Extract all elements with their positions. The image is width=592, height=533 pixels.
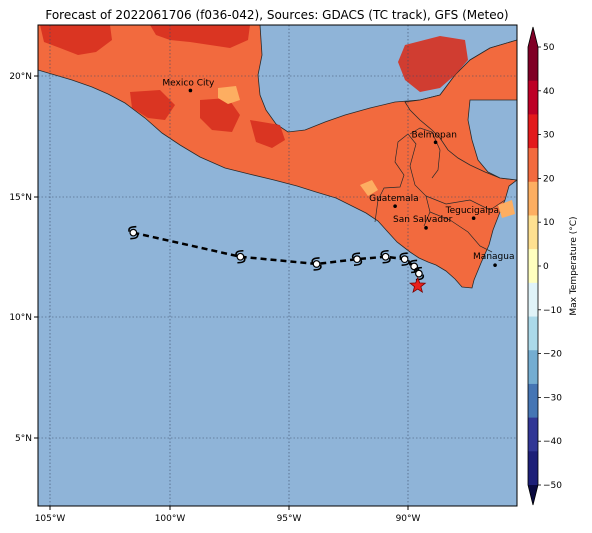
temperature-colorbar: 50 40 30 20 10 0 −10 −20 −30 −40 −50	[527, 26, 562, 506]
colorbar-band	[528, 215, 538, 250]
colorbar-band	[528, 417, 538, 452]
city-dot	[188, 88, 193, 93]
warm-patch	[498, 200, 515, 218]
y-tick-label: 15°N	[9, 193, 32, 203]
heat-region	[40, 25, 112, 55]
colorbar-tick-label: 20	[543, 174, 555, 184]
cyclone-icon	[351, 252, 363, 266]
colorbar-band	[528, 148, 538, 183]
cyclone-icon	[128, 225, 139, 240]
x-tick-label: 95°W	[277, 514, 302, 524]
city-label: Belmopan	[412, 130, 457, 140]
colorbar-tick-label: −10	[543, 306, 562, 316]
city-dot	[393, 204, 397, 208]
colorbar-band	[528, 47, 538, 82]
cyclone-icon	[380, 249, 391, 264]
x-axis: 105°W 100°W 95°W 90°W	[35, 506, 421, 524]
x-tick-label: 100°W	[155, 514, 186, 524]
city-dot	[471, 216, 476, 220]
heat-region	[200, 98, 240, 132]
colorbar-band	[528, 114, 538, 149]
caribbean-sea	[467, 99, 517, 181]
map-title: Forecast of 2022061706 (f036-042), Sourc…	[45, 8, 508, 22]
colorbar-tick-label: −50	[543, 481, 562, 491]
colorbar-band	[528, 249, 538, 284]
current-position-star-icon	[409, 276, 427, 293]
colorbar-band	[528, 80, 538, 115]
map-area: Mexico City Belmopan Guatemala San Salvador…	[38, 25, 517, 506]
colorbar-band	[528, 316, 538, 351]
colorbar-extend-min	[528, 485, 538, 505]
cyclone-icon	[399, 252, 410, 266]
storm-track	[128, 225, 427, 293]
colorbar-band	[528, 383, 538, 419]
colorbar-band	[528, 350, 538, 385]
heat-region	[130, 90, 175, 120]
colorbar-tick-label: 10	[543, 218, 555, 228]
cyclone-icon	[235, 249, 246, 264]
colorbar-band	[528, 282, 538, 317]
colorbar-tick-label: −40	[543, 437, 562, 447]
heat-region	[250, 120, 285, 148]
x-tick-label: 105°W	[35, 514, 66, 524]
graticule	[38, 25, 517, 506]
city-markers: Mexico City Belmopan Guatemala San Salvador…	[162, 78, 514, 267]
colorbar-label: Max Temperature (°C)	[569, 216, 579, 315]
y-tick-label: 5°N	[15, 434, 32, 444]
colorbar-tick-label: 40	[543, 87, 555, 97]
y-axis: 20°N 15°N 10°N 5°N	[9, 72, 38, 444]
cyclone-icon	[311, 257, 322, 271]
city-label: San Salvador	[393, 215, 453, 225]
city-dot	[433, 140, 438, 145]
colorbar-tick-label: −20	[543, 350, 562, 360]
warm-patch	[360, 180, 378, 196]
colorbar-band	[528, 181, 538, 216]
map-frame	[37, 24, 518, 507]
y-tick-label: 20°N	[9, 72, 32, 82]
city-label: Managua	[473, 252, 514, 262]
colorbar-tick-label: 50	[543, 43, 555, 53]
colorbar-tick-label: 0	[543, 262, 549, 272]
colorbar-tick-label: −30	[543, 393, 562, 403]
city-label: Guatemala	[369, 194, 419, 204]
city-label: Mexico City	[162, 78, 215, 88]
colorbar-extend-max	[528, 27, 538, 47]
warm-patch	[218, 86, 240, 104]
heat-region	[398, 36, 468, 92]
city-label: Tegucigalpa	[445, 206, 499, 216]
x-tick-label: 90°W	[396, 514, 421, 524]
city-dot	[493, 263, 497, 267]
colorbar-band	[528, 451, 538, 486]
colorbar-tick-label: 30	[543, 131, 555, 141]
y-tick-label: 10°N	[9, 313, 32, 323]
city-dot	[424, 226, 428, 230]
heat-region	[150, 25, 250, 48]
